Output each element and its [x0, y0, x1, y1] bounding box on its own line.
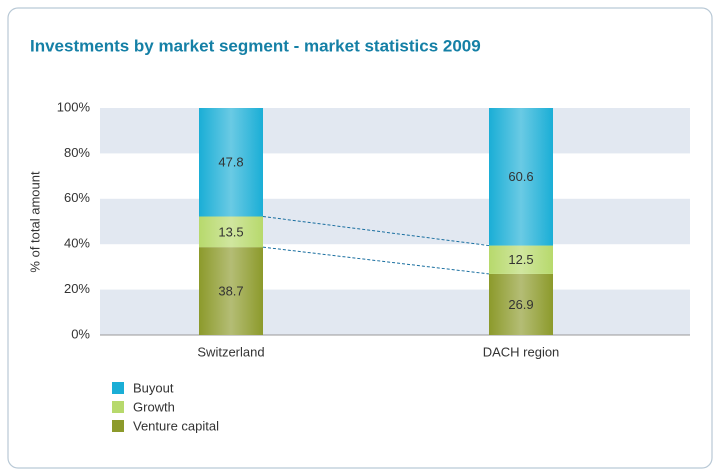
legend-label: Growth [133, 399, 175, 414]
y-tick-label: 100% [57, 99, 91, 114]
connector [262, 246, 490, 275]
bar-segment [199, 216, 263, 248]
y-tick-label: 80% [64, 145, 90, 160]
connector [262, 216, 490, 247]
grid-band [100, 108, 690, 154]
value-label: 38.7 [218, 284, 243, 299]
value-label: 47.8 [218, 155, 243, 170]
bar-segment [199, 247, 263, 335]
x-tick-label: DACH region [483, 344, 560, 359]
value-label: 12.5 [508, 252, 533, 267]
legend-label: Venture capital [133, 418, 219, 433]
legend-label: Buyout [133, 380, 174, 395]
bar-segment [489, 273, 553, 335]
legend-swatch [112, 382, 124, 394]
legend-swatch [112, 401, 124, 413]
grid-band [100, 198, 690, 245]
bar-segment [489, 245, 553, 274]
y-tick-label: 0% [71, 326, 90, 341]
legend-swatch [112, 420, 124, 432]
value-label: 26.9 [508, 297, 533, 312]
y-tick-label: 60% [64, 190, 90, 205]
y-axis-label: % of total amount [27, 171, 42, 273]
chart-title: Investments by market segment - market s… [30, 36, 481, 55]
value-label: 13.5 [218, 224, 243, 239]
y-tick-label: 20% [64, 281, 90, 296]
bar-segment [199, 108, 263, 217]
x-tick-label: Switzerland [197, 344, 264, 359]
value-label: 60.6 [508, 169, 533, 184]
grid-band [100, 289, 690, 335]
y-tick-label: 40% [64, 236, 90, 251]
bar-segment [489, 108, 553, 246]
